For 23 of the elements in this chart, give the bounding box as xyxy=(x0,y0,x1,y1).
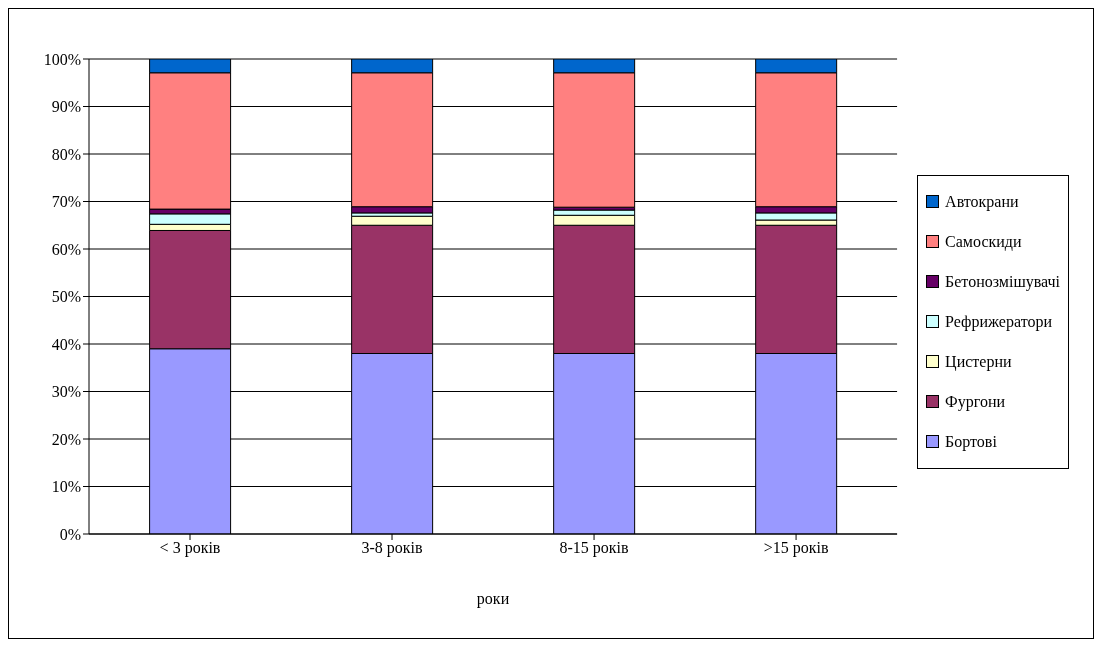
y-tick-label: 50% xyxy=(51,288,81,306)
y-tick-label: 0% xyxy=(59,525,81,543)
y-tick-label: 100% xyxy=(43,50,81,68)
y-tick-label: 60% xyxy=(51,240,81,258)
x-tick-label: >15 років xyxy=(763,539,829,558)
x-tick-label: 8-15 років xyxy=(559,539,630,558)
y-tick-label: 90% xyxy=(51,98,81,116)
x-axis-title: роки xyxy=(476,590,510,608)
legend-label: Цистерни xyxy=(945,352,1012,371)
legend-label: Самоскиди xyxy=(945,232,1022,251)
y-tick-label: 20% xyxy=(51,430,81,448)
legend-label: Бортові xyxy=(945,432,997,451)
legend-label: Бетонозмішувачі xyxy=(945,272,1060,291)
y-tick-label: 40% xyxy=(51,335,81,353)
legend-label: Рефрижератори xyxy=(945,312,1052,331)
x-tick-label: 3-8 років xyxy=(361,539,424,558)
y-tick-label: 30% xyxy=(51,383,81,401)
y-tick-label: 70% xyxy=(51,193,81,211)
x-tick-label: < 3 років xyxy=(159,539,221,558)
y-tick-label: 80% xyxy=(51,145,81,163)
legend-label: Фургони xyxy=(945,392,1006,411)
legend-label: Автокрани xyxy=(945,192,1019,211)
y-tick-label: 10% xyxy=(51,478,81,496)
